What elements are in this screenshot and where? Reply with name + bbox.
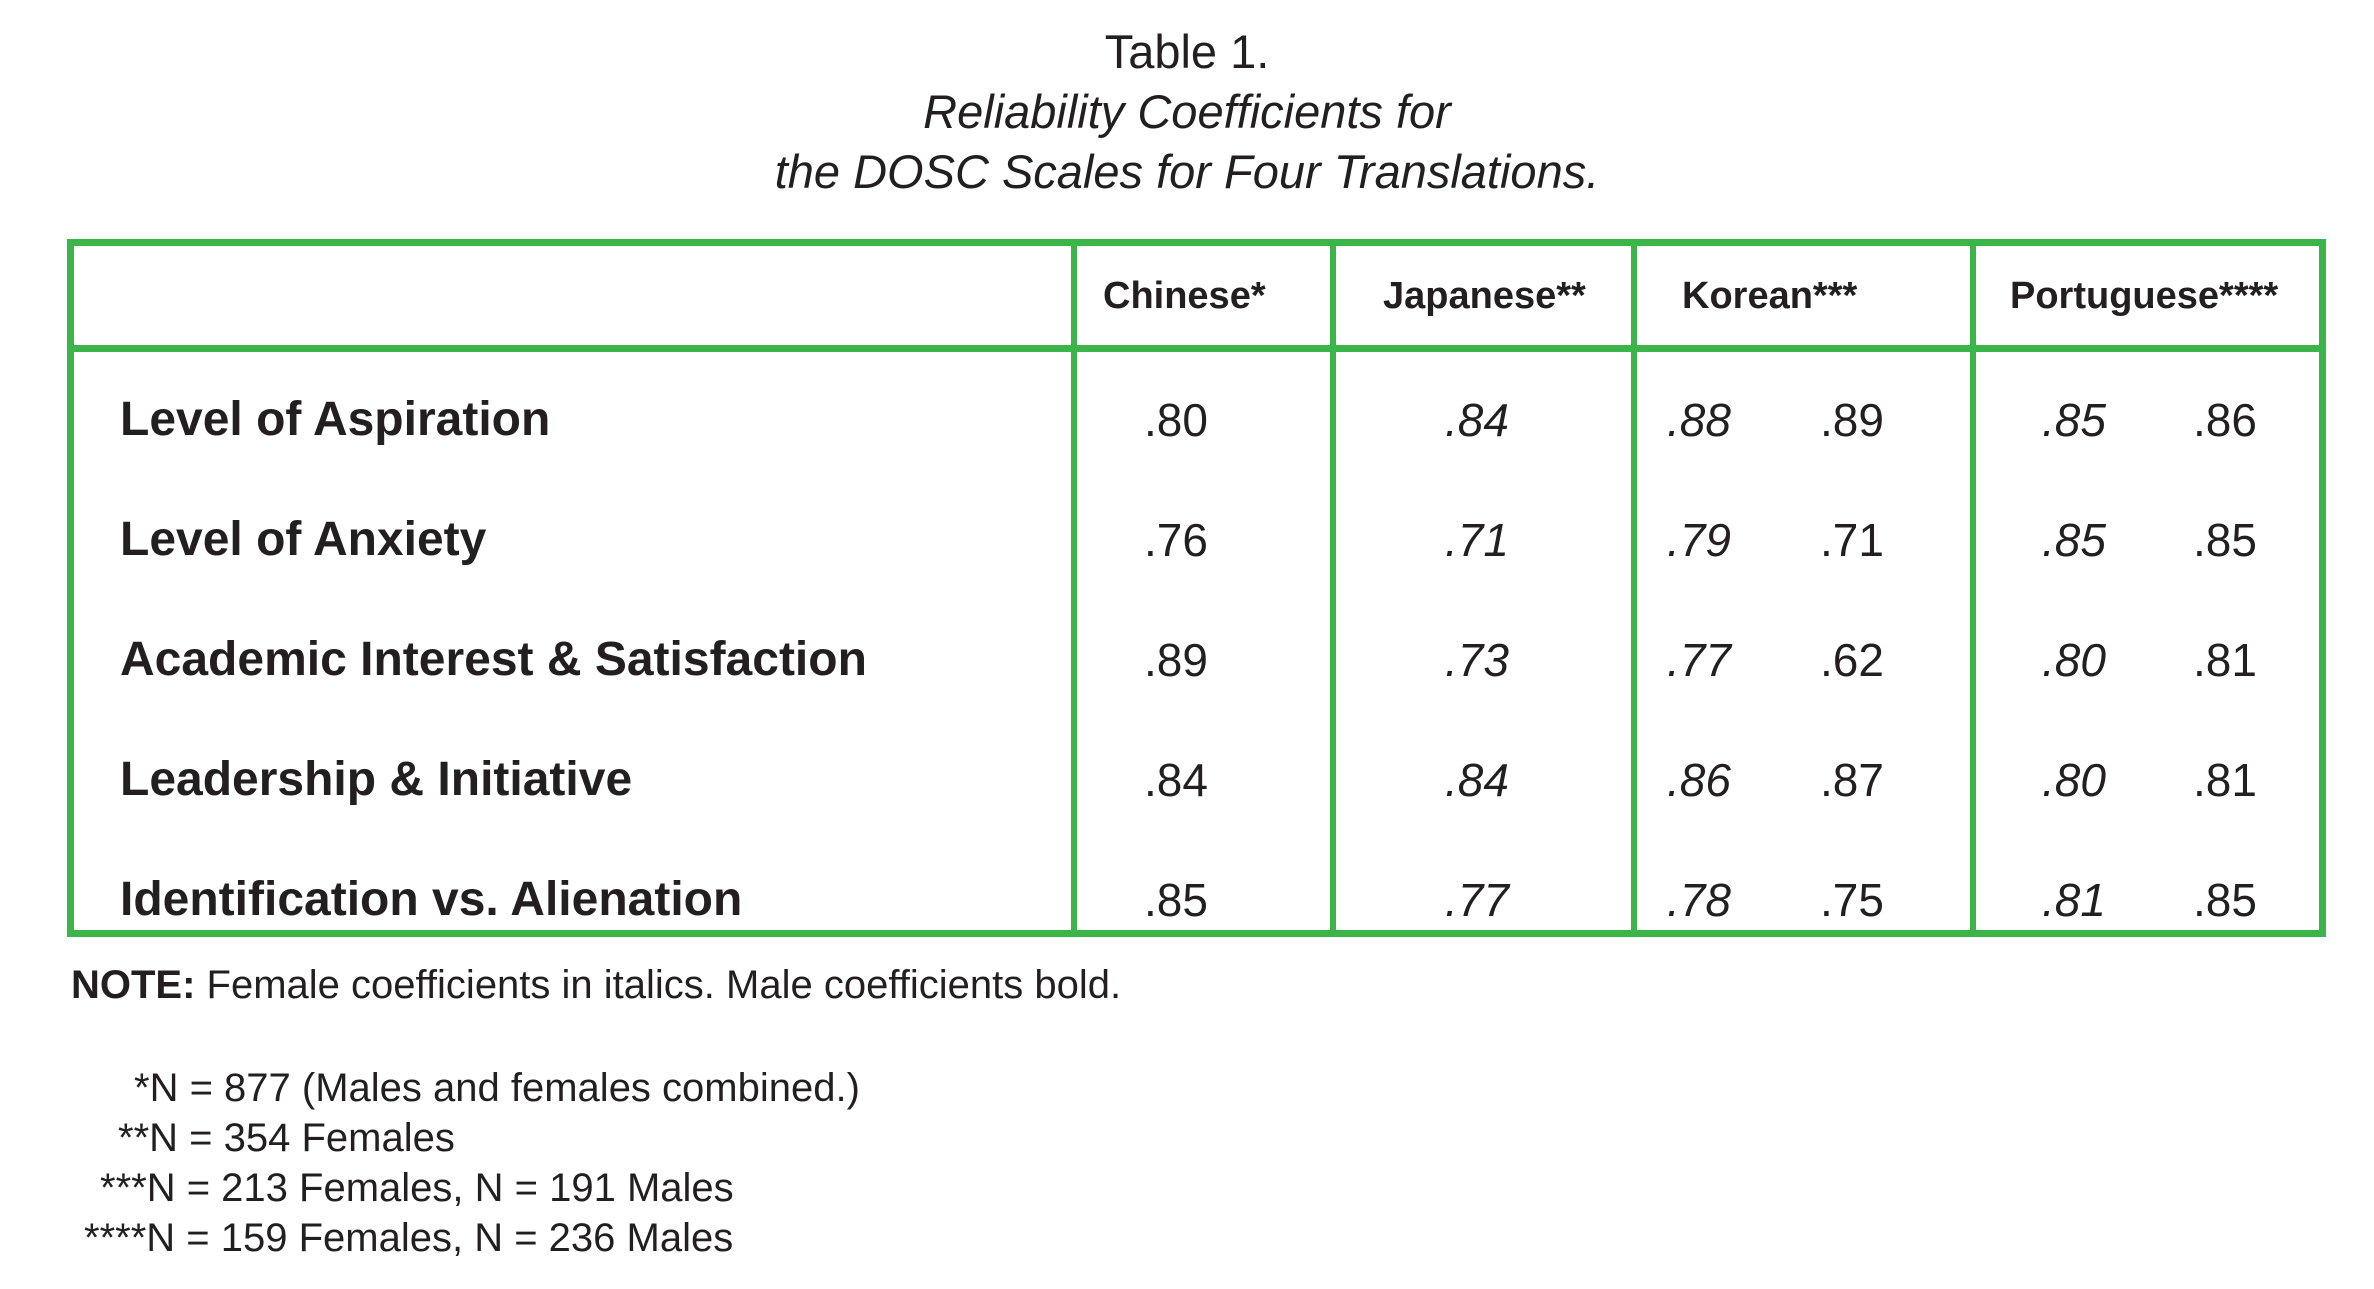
cell-chinese: .76 xyxy=(1144,514,1208,566)
cell-korean-female: .78 xyxy=(1667,874,1731,926)
cell-portuguese-male: .81 xyxy=(2193,754,2257,806)
cell-japanese: .77 xyxy=(1445,874,1509,926)
cell-korean-female: .86 xyxy=(1667,754,1731,806)
cell-portuguese-female: .80 xyxy=(2042,754,2106,806)
footnote: ***N = 213 Females, N = 191 Males xyxy=(100,1166,734,1210)
cell-portuguese-male: .85 xyxy=(2193,514,2257,566)
cell-portuguese-female: .81 xyxy=(2042,874,2106,926)
column-divider xyxy=(1071,246,1077,930)
column-divider xyxy=(1631,246,1637,930)
note-text: Female coefficients in italics. Male coe… xyxy=(195,963,1122,1007)
cell-portuguese-female: .80 xyxy=(2042,634,2106,686)
table-title-line-2: the DOSC Scales for Four Translations. xyxy=(774,145,1600,198)
cell-portuguese-female: .85 xyxy=(2042,514,2106,566)
cell-chinese: .84 xyxy=(1144,754,1208,806)
table-number: Table 1. xyxy=(1104,25,1270,78)
cell-korean-male: .62 xyxy=(1820,634,1884,686)
row-label-level-of-aspiration: Level of Aspiration xyxy=(120,393,551,446)
cell-chinese: .80 xyxy=(1144,394,1208,446)
cell-portuguese-male: .85 xyxy=(2193,874,2257,926)
column-divider xyxy=(1330,246,1336,930)
cell-japanese: .84 xyxy=(1445,394,1509,446)
cell-portuguese-male: .81 xyxy=(2193,634,2257,686)
row-label-leadership-initiative: Leadership & Initiative xyxy=(120,753,633,806)
cell-portuguese-female: .85 xyxy=(2042,394,2106,446)
column-header-korean: Korean*** xyxy=(1682,275,1858,317)
cell-korean-female: .77 xyxy=(1667,634,1731,686)
row-label-identification-vs-alienation: Identification vs. Alienation xyxy=(120,873,743,926)
cell-chinese: .89 xyxy=(1144,634,1208,686)
table-note: NOTE: Female coefficients in italics. Ma… xyxy=(71,960,1121,1010)
column-header-japanese: Japanese** xyxy=(1383,275,1586,317)
reliability-table: Chinese* Japanese** Korean*** Portuguese… xyxy=(67,239,2326,937)
cell-korean-male: .89 xyxy=(1820,394,1884,446)
cell-portuguese-male: .86 xyxy=(2193,394,2257,446)
column-header-chinese: Chinese* xyxy=(1103,275,1266,317)
column-divider xyxy=(1970,246,1976,930)
cell-chinese: .85 xyxy=(1144,874,1208,926)
cell-japanese: .73 xyxy=(1445,634,1509,686)
cell-japanese: .71 xyxy=(1445,514,1509,566)
note-label: NOTE: xyxy=(71,963,196,1007)
cell-korean-female: .88 xyxy=(1667,394,1731,446)
footnote: **N = 354 Females xyxy=(118,1116,455,1160)
footnote: *N = 877 (Males and females combined.) xyxy=(134,1066,860,1110)
cell-japanese: .84 xyxy=(1445,754,1509,806)
cell-korean-male: .71 xyxy=(1820,514,1884,566)
column-header-portuguese: Portuguese**** xyxy=(2010,275,2279,317)
header-divider xyxy=(74,345,2319,352)
cell-korean-male: .87 xyxy=(1820,754,1884,806)
table-title-line-1: Reliability Coefficients for xyxy=(923,85,1451,138)
row-label-academic-interest-satisfaction: Academic Interest & Satisfaction xyxy=(120,633,867,686)
cell-korean-male: .75 xyxy=(1820,874,1884,926)
row-label-level-of-anxiety: Level of Anxiety xyxy=(120,513,487,566)
footnote: ****N = 159 Females, N = 236 Males xyxy=(84,1216,734,1260)
cell-korean-female: .79 xyxy=(1667,514,1731,566)
